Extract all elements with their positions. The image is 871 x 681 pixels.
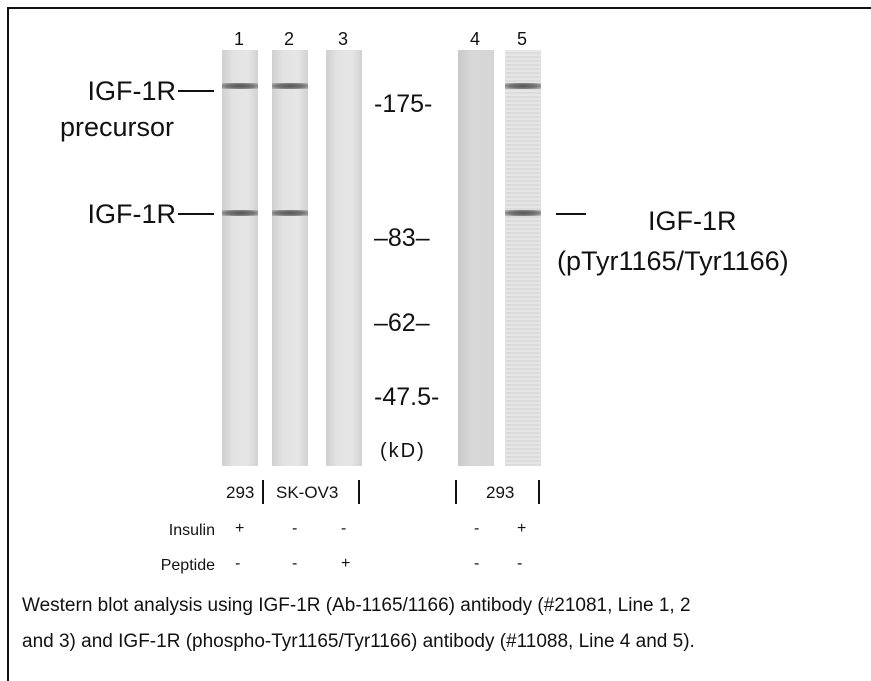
band (505, 210, 541, 216)
band-label: IGF-1R (87, 78, 176, 105)
treatment-label: Insulin (169, 523, 215, 539)
treatment-sign: - (292, 521, 297, 537)
band-label: (pTyr1165/Tyr1166) (557, 248, 789, 275)
marker: –62– (374, 311, 430, 336)
divider (262, 480, 264, 504)
cell-line: 293 (226, 484, 254, 501)
lane (458, 50, 494, 466)
band-label: IGF-1R (648, 208, 737, 235)
marker-unit: (kD) (380, 441, 426, 461)
lane-number: 2 (284, 30, 294, 48)
divider (538, 480, 540, 504)
caption-line: Western blot analysis using IGF-1R (Ab-1… (22, 596, 691, 615)
frame-left (7, 7, 9, 681)
frame-top (7, 7, 871, 9)
cell-line: 293 (486, 484, 514, 501)
lane-number: 1 (234, 30, 244, 48)
figure: 1 2 3 4 5 IGF-1R precursor IGF-1R -175- … (0, 0, 871, 681)
treatment-sign: + (235, 521, 244, 537)
lane (272, 50, 308, 466)
pointer (556, 213, 586, 215)
lane (326, 50, 362, 466)
pointer (178, 213, 214, 215)
lane-number: 3 (338, 30, 348, 48)
treatment-sign: - (341, 521, 346, 537)
band (505, 83, 541, 89)
treatment-sign: - (235, 556, 240, 572)
band (222, 210, 258, 216)
marker: -175- (374, 92, 432, 117)
lane-number: 4 (470, 30, 480, 48)
treatment-sign: - (474, 556, 479, 572)
treatment-sign: + (341, 556, 350, 572)
marker: -47.5- (374, 385, 439, 410)
divider (358, 480, 360, 504)
treatment-sign: - (474, 521, 479, 537)
treatment-label: Peptide (161, 558, 215, 574)
band (272, 210, 308, 216)
band-label: precursor (60, 114, 174, 141)
band (222, 83, 258, 89)
treatment-sign: + (517, 521, 526, 537)
lane-number: 5 (517, 30, 527, 48)
pointer (178, 90, 214, 92)
caption-line: and 3) and IGF-1R (phospho-Tyr1165/Tyr11… (22, 632, 695, 651)
cell-line: SK-OV3 (276, 484, 338, 501)
band (272, 83, 308, 89)
divider (455, 480, 457, 504)
marker: –83– (374, 226, 430, 251)
treatment-sign: - (292, 556, 297, 572)
lane (505, 50, 541, 466)
lane (222, 50, 258, 466)
band-label: IGF-1R (87, 201, 176, 228)
treatment-sign: - (517, 556, 522, 572)
